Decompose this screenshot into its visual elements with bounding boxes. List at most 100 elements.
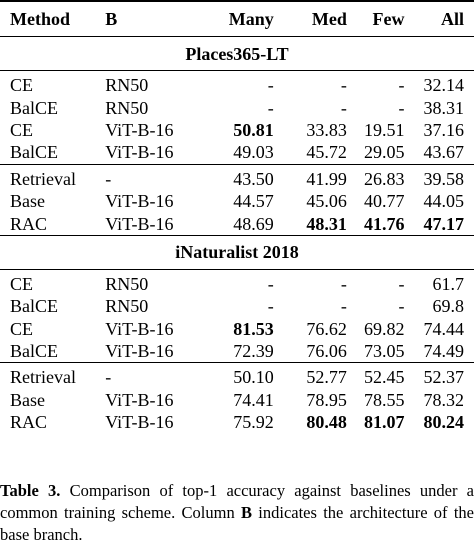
cell-all: 61.7 xyxy=(432,273,465,294)
cell-method: BalCE xyxy=(10,97,58,118)
cell-many: 50.81 xyxy=(233,119,274,140)
cell-all: 78.32 xyxy=(423,389,465,410)
cell-med: 45.72 xyxy=(306,142,347,163)
cell-many: 50.10 xyxy=(233,367,274,388)
cell-method: Base xyxy=(10,191,45,212)
cell-many: 43.50 xyxy=(233,168,274,189)
cell-few: 40.77 xyxy=(363,191,405,212)
cell-few: 26.83 xyxy=(363,168,405,189)
cell-many: 72.39 xyxy=(233,341,274,362)
caption-symbol: B xyxy=(240,503,252,522)
cell-few: 73.05 xyxy=(363,341,405,362)
cell-med: 33.83 xyxy=(306,119,347,140)
cell-method: BalCE xyxy=(10,296,58,317)
cell-method: BalCE xyxy=(10,142,58,163)
cell-b: ViT-B-16 xyxy=(105,213,174,234)
section-header-row: Places365-LT xyxy=(0,36,474,71)
table-row: BalCE ViT-B-16 72.39 76.06 73.05 74.49 xyxy=(0,340,474,363)
table-row: Retrieval - 43.50 41.99 26.83 39.58 xyxy=(0,164,474,190)
section-title: iNaturalist 2018 xyxy=(175,242,299,263)
cell-many: 75.92 xyxy=(233,412,274,433)
cell-few: 78.55 xyxy=(363,389,405,410)
cell-b: RN50 xyxy=(105,75,149,96)
cell-med: - xyxy=(340,296,347,317)
cell-many: 44.57 xyxy=(233,191,274,212)
cell-med: 52.77 xyxy=(306,367,347,388)
cell-few: 19.51 xyxy=(363,119,405,140)
column-header-many: Many xyxy=(228,9,274,29)
column-header-method: Method xyxy=(10,9,70,29)
table-row: CE ViT-B-16 50.81 33.83 19.51 37.16 xyxy=(0,119,474,141)
cell-med: 76.06 xyxy=(306,341,347,362)
cell-few: - xyxy=(398,75,405,96)
header-row: Method B Many Med Few All xyxy=(0,1,474,37)
cell-b: ViT-B-16 xyxy=(105,341,174,362)
table-row: CE RN50 - - - 61.7 xyxy=(0,269,474,295)
cell-all: 69.8 xyxy=(432,296,465,317)
cell-many: 48.69 xyxy=(233,213,274,234)
cell-b: ViT-B-16 xyxy=(105,191,174,212)
cell-few: - xyxy=(398,97,405,118)
table-row: Base ViT-B-16 74.41 78.95 78.55 78.32 xyxy=(0,389,474,411)
table-row: Base ViT-B-16 44.57 45.06 40.77 44.05 xyxy=(0,190,474,212)
caption-text-before: Comparison of top-1 accuracy against bas… xyxy=(0,481,474,522)
cell-all: 38.31 xyxy=(423,97,465,118)
cell-med: 80.48 xyxy=(306,412,347,433)
cell-b: - xyxy=(105,367,112,388)
table-row: BalCE ViT-B-16 49.03 45.72 29.05 43.67 xyxy=(0,141,474,164)
cell-many: - xyxy=(267,75,274,96)
cell-all: 80.24 xyxy=(423,412,465,433)
table-row: BalCE RN50- - -38.31 xyxy=(0,96,474,118)
cell-few: 81.07 xyxy=(363,412,405,433)
section-header-row: iNaturalist 2018 xyxy=(0,235,474,269)
cell-method: Base xyxy=(10,389,45,410)
cell-method: CE xyxy=(10,75,34,96)
cell-few: 29.05 xyxy=(363,142,405,163)
cell-few: 41.76 xyxy=(363,213,405,234)
cell-method: BalCE xyxy=(10,341,58,362)
cell-all: 32.14 xyxy=(423,75,465,96)
cell-med: 48.31 xyxy=(306,213,347,234)
cell-many: 81.53 xyxy=(233,318,274,339)
cell-b: - xyxy=(105,168,112,189)
cell-all: 52.37 xyxy=(423,367,465,388)
cell-med: - xyxy=(340,75,347,96)
cell-all: 44.05 xyxy=(423,191,465,212)
cell-b: ViT-B-16 xyxy=(105,142,174,163)
cell-med: 78.95 xyxy=(306,389,347,410)
cell-few: - xyxy=(398,273,405,294)
cell-few: 52.45 xyxy=(363,367,405,388)
cell-all: 47.17 xyxy=(423,213,465,234)
cell-med: - xyxy=(340,273,347,294)
cell-b: RN50 xyxy=(105,296,149,317)
cell-method: RAC xyxy=(10,213,48,234)
cell-b: ViT-B-16 xyxy=(105,389,174,410)
cell-method: RAC xyxy=(10,412,48,433)
cell-b: RN50 xyxy=(105,97,149,118)
results-table: Method B Many Med Few All Places365-LT CE… xyxy=(0,1,474,433)
cell-few: - xyxy=(398,296,405,317)
cell-all: 37.16 xyxy=(423,119,465,140)
table-row: Retrieval - 50.10 52.77 52.45 52.37 xyxy=(0,362,474,389)
cell-method: Retrieval xyxy=(10,367,76,388)
cell-b: ViT-B-16 xyxy=(105,412,174,433)
column-header-all: All xyxy=(440,9,464,29)
cell-method: Retrieval xyxy=(10,168,76,189)
table-caption: Table 3. Comparison of top-1 accuracy ag… xyxy=(0,480,474,546)
section-title: Places365-LT xyxy=(185,43,289,64)
cell-med: 76.62 xyxy=(306,318,347,339)
table-row: CE ViT-B-16 81.53 76.62 69.82 74.44 xyxy=(0,318,474,340)
cell-method: CE xyxy=(10,273,34,294)
table-row: RAC ViT-B-16 75.92 80.48 81.07 80.24 xyxy=(0,411,474,433)
cell-few: 69.82 xyxy=(363,318,405,339)
cell-b: RN50 xyxy=(105,273,149,294)
cell-all: 74.44 xyxy=(423,318,465,339)
cell-all: 39.58 xyxy=(423,168,465,189)
caption-label: Table 3. xyxy=(0,481,61,500)
cell-all: 74.49 xyxy=(423,341,465,362)
cell-all: 43.67 xyxy=(423,142,465,163)
cell-many: 49.03 xyxy=(233,142,274,163)
cell-method: CE xyxy=(10,119,34,140)
cell-method: CE xyxy=(10,318,34,339)
cell-many: - xyxy=(267,97,274,118)
